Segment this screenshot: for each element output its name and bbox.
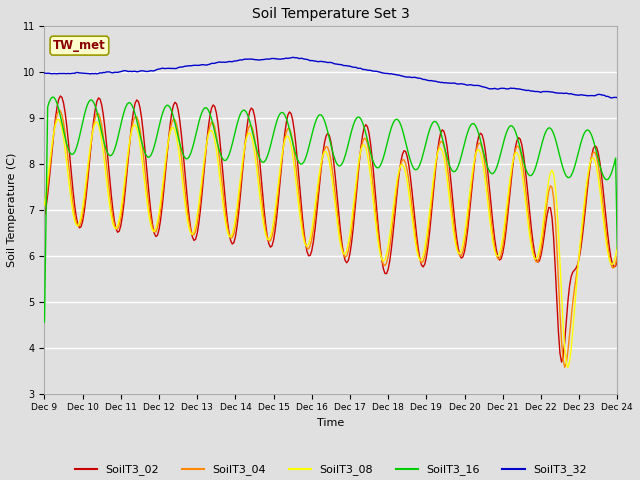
Y-axis label: Soil Temperature (C): Soil Temperature (C) xyxy=(7,153,17,267)
Title: Soil Temperature Set 3: Soil Temperature Set 3 xyxy=(252,7,410,21)
X-axis label: Time: Time xyxy=(317,418,344,428)
Legend: SoilT3_02, SoilT3_04, SoilT3_08, SoilT3_16, SoilT3_32: SoilT3_02, SoilT3_04, SoilT3_08, SoilT3_… xyxy=(70,460,591,480)
Text: TW_met: TW_met xyxy=(53,39,106,52)
